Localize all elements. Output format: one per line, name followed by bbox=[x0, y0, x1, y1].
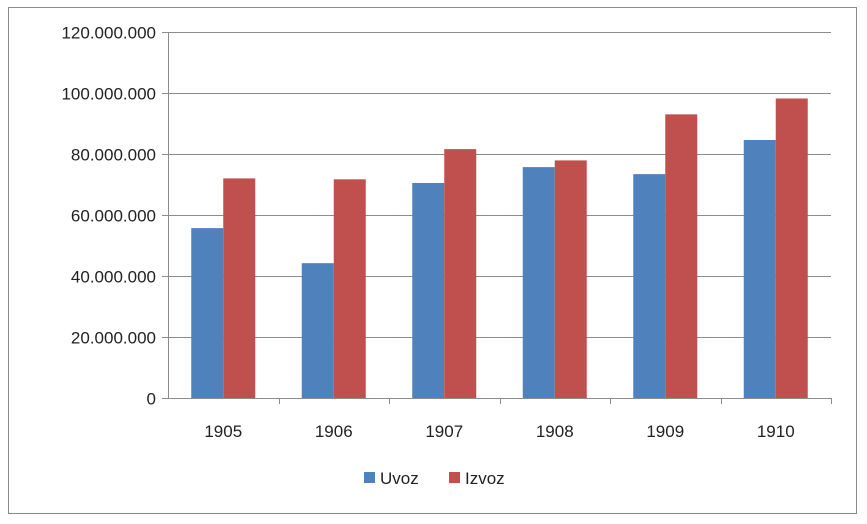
x-tick-label: 1908 bbox=[536, 422, 574, 441]
y-tick-label: 40.000.000 bbox=[71, 268, 156, 287]
y-tick-label: 0 bbox=[147, 390, 156, 409]
x-tick-labels: 1905 1906 1907 1908 1909 1910 bbox=[204, 422, 794, 441]
y-tick-label: 100.000.000 bbox=[61, 85, 156, 104]
x-tick-label: 1907 bbox=[425, 422, 463, 441]
bar-uvoz-1907 bbox=[412, 182, 445, 398]
y-tick-labels: 0 20.000.000 40.000.000 60.000.000 80.000.00… bbox=[61, 24, 156, 409]
bar-uvoz-1908 bbox=[522, 167, 555, 398]
legend-swatch-izvoz bbox=[449, 472, 460, 483]
y-tick-label: 120.000.000 bbox=[61, 24, 156, 43]
legend-label-izvoz: Izvoz bbox=[465, 469, 505, 488]
legend-swatch-uvoz bbox=[364, 472, 375, 483]
legend: Uvoz Izvoz bbox=[364, 469, 505, 488]
bar-uvoz-1905 bbox=[191, 228, 224, 398]
x-tick-label: 1906 bbox=[315, 422, 353, 441]
x-tick-label: 1905 bbox=[204, 422, 242, 441]
bar-uvoz-1906 bbox=[301, 263, 334, 398]
bar-izvoz-1910 bbox=[775, 98, 808, 399]
y-tick-label: 80.000.000 bbox=[71, 146, 156, 165]
y-tick-label: 20.000.000 bbox=[71, 329, 156, 348]
y-tick-label: 60.000.000 bbox=[71, 207, 156, 226]
x-tick-label: 1909 bbox=[646, 422, 684, 441]
x-tick-label: 1910 bbox=[757, 422, 795, 441]
bar-izvoz-1905 bbox=[223, 178, 256, 398]
bar-izvoz-1908 bbox=[554, 160, 587, 398]
bar-uvoz-1909 bbox=[633, 174, 666, 398]
bar-izvoz-1906 bbox=[333, 179, 366, 398]
bar-uvoz-1910 bbox=[743, 139, 776, 398]
bars bbox=[191, 98, 808, 399]
legend-label-uvoz: Uvoz bbox=[380, 469, 419, 488]
bar-izvoz-1907 bbox=[444, 149, 477, 398]
gridlines bbox=[168, 32, 831, 338]
bar-izvoz-1909 bbox=[665, 114, 698, 398]
axes bbox=[162, 32, 832, 404]
